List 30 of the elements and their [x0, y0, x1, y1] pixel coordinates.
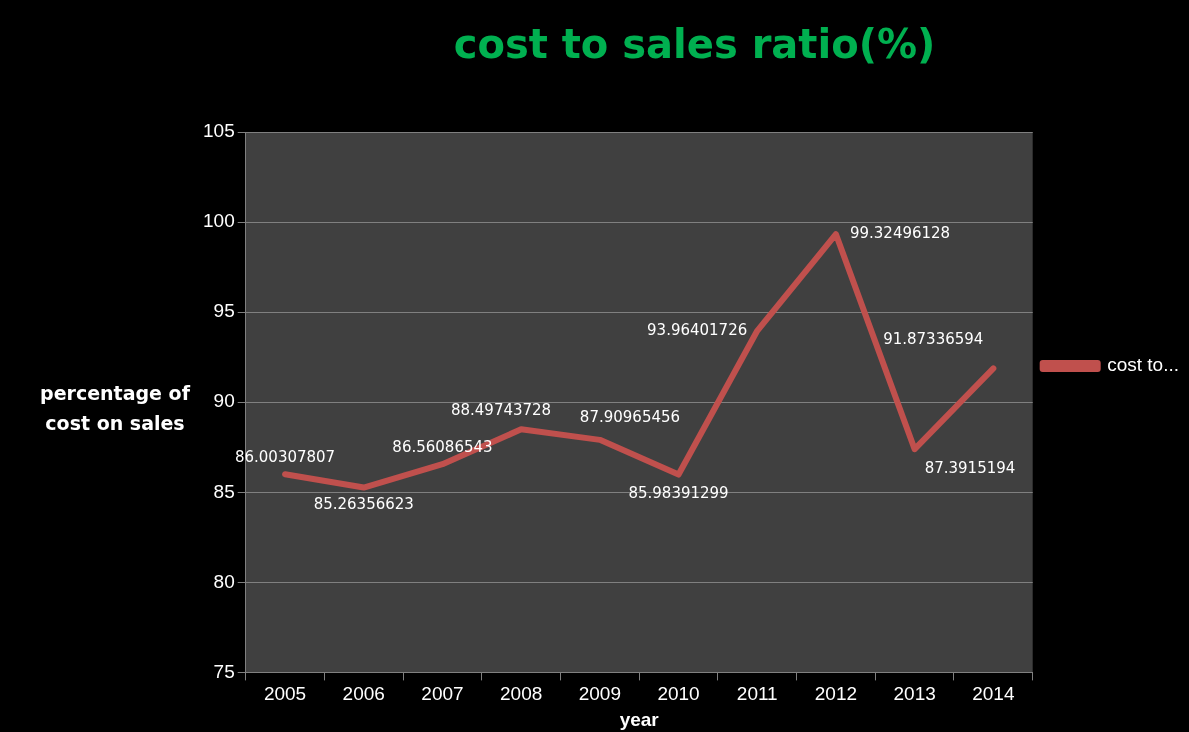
y-axis-title: percentage of cost on sales [39, 381, 192, 436]
x-tick-label: 2006 [342, 683, 385, 705]
y-tick-label: 105 [203, 120, 235, 142]
y-tick-label: 80 [213, 570, 235, 592]
y-tick-label: 85 [213, 480, 235, 502]
x-axis-title: year [619, 708, 660, 730]
data-label: 93.96401726 [647, 320, 748, 339]
x-tick-label: 2005 [263, 683, 307, 705]
data-label: 87.90965456 [579, 407, 681, 426]
x-tick-label: 2010 [657, 683, 700, 705]
y-tick-label: 90 [213, 390, 235, 412]
y-tick-label: 100 [203, 210, 235, 232]
y-tick-label: 95 [213, 300, 235, 322]
data-label: 99.32496128 [849, 224, 951, 243]
x-tick-label: 2008 [500, 683, 543, 705]
data-label: 85.26356623 [313, 495, 414, 514]
x-tick-label: 2007 [421, 683, 464, 705]
x-tick-label: 2013 [893, 683, 936, 705]
x-tick-label: 2009 [578, 683, 621, 705]
data-label: 86.00307807 [234, 448, 336, 467]
data-label: 85.98391299 [628, 484, 729, 503]
chart-title: cost to sales ratio(%) [453, 21, 936, 68]
data-label: 91.87336594 [883, 330, 984, 349]
x-tick-label: 2014 [972, 683, 1015, 705]
data-label: 88.49743728 [450, 401, 552, 420]
x-tick-label: 2011 [736, 683, 778, 705]
legend-label: cost to... [1107, 354, 1180, 376]
x-tick-label: 2012 [814, 683, 858, 705]
y-tick-label: 75 [213, 660, 235, 682]
data-label: 87.3915194 [924, 459, 1016, 478]
